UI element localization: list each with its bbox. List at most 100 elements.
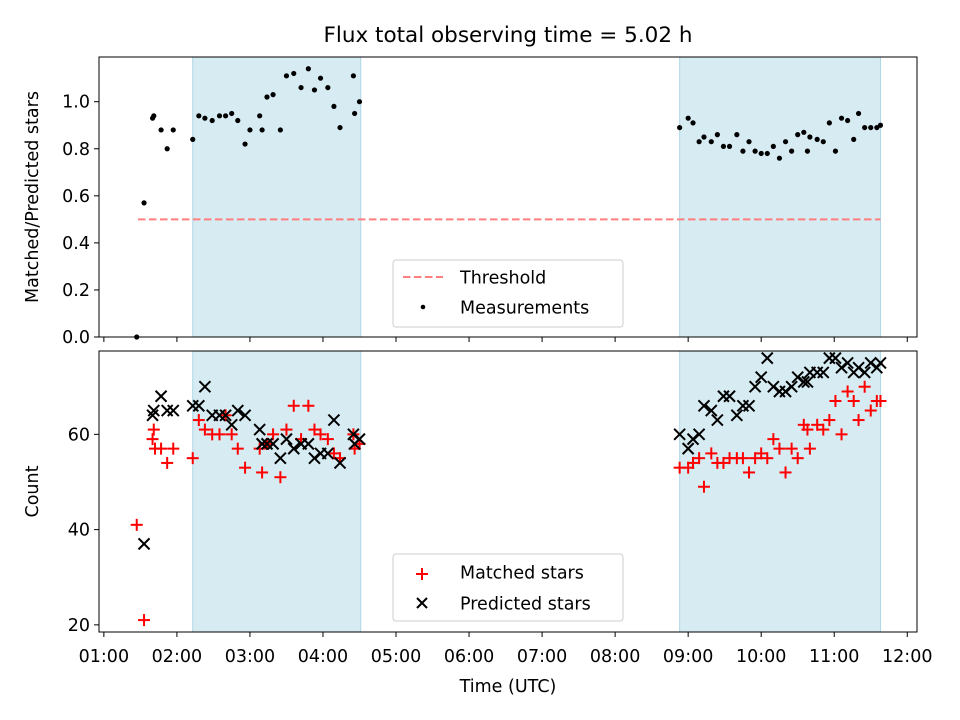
matched-star-point [161,456,174,469]
matched-star-point [147,423,160,436]
measurement-point [855,110,862,117]
matched-star-point [841,385,854,398]
measurement-point [740,148,746,154]
count-panel: 20 40 60 01:00 02:00 03:00 04:00 05:00 06:00 07:… [23,350,932,697]
measurement-point [758,150,764,157]
matched-star-point [308,423,321,436]
x-tick-label: 07:00 [517,647,567,667]
measurement-point [851,136,857,142]
y-tick-label: 0.4 [62,234,90,254]
observation-windows [192,56,881,338]
matched-star-point [864,404,877,417]
matched-star-point [267,428,280,441]
measurement-point [795,132,801,138]
x-tick-label: 06:00 [444,647,494,667]
matched-star-point [239,461,252,474]
measurement-point [868,124,874,131]
predicted-star-point [742,399,756,412]
x-tick-label: 12:00 [882,647,932,667]
predicted-star-point [255,437,269,451]
y-tick-label: 0.2 [62,281,90,301]
predicted-star-point [225,418,238,432]
ratio-y-ticks: 0.0 0.2 0.4 0.6 0.8 1.0 [62,93,99,348]
predicted-star-point [238,409,252,422]
measurement-point [356,99,363,105]
matched-star-point [785,442,798,455]
matched-star-point [767,433,780,446]
matched-star-point [755,447,768,460]
matched-star-point [852,414,865,427]
matched-star-point [858,380,871,393]
matched-star-point [736,452,749,465]
measurement-point [209,117,215,124]
predicted-star-point [817,366,830,379]
predicted-star-point [274,451,287,465]
matched-star-point [835,428,848,441]
matched-star-point [697,480,710,493]
matched-star-point [761,452,774,465]
measurement-point [814,136,820,142]
matched-star-point [829,395,842,408]
matched-star-point [213,428,226,441]
matched-star-point [253,442,266,455]
measurement-point [770,143,776,150]
measurement-point [746,139,752,145]
measurement-point [701,134,707,140]
legend-measurements-swatch [420,304,426,310]
measurement-point [708,139,714,145]
matched-star-point [773,442,786,455]
measurement-point [151,113,157,119]
y-tick-label: 0.8 [62,140,90,160]
matched-star-point [280,423,293,436]
count-y-axis-label: Count [23,465,43,517]
predicted-star-point [231,404,244,417]
measurement-point [776,155,783,161]
matched-star-point [192,414,205,427]
measurement-point [801,129,807,135]
x-axis-label: Time (UTC) [459,677,557,697]
measurement-point [720,143,727,150]
predicted-star-point [147,404,160,417]
matched-star-point [705,447,718,460]
predicted-star-point [198,380,212,393]
measurement-point [305,66,311,72]
ratio-legend: Threshold Measurements [392,259,624,328]
observation-window [679,56,881,338]
measurement-point [782,139,789,145]
predicted-star-point [705,404,718,417]
predicted-star-point [280,432,293,446]
observation-window [679,350,881,633]
measurement-point [257,113,263,119]
observation-windows [192,350,881,633]
measurement-point [270,92,276,98]
measurement-point [350,73,357,79]
count-axes-frame [98,350,918,633]
measurement-point [216,113,223,119]
matched-star-point [817,423,830,436]
matched-star-point [791,452,804,465]
legend-predicted-label: Predicted stars [460,595,591,615]
predicted-star-point [302,437,315,451]
matched-star-point [287,399,300,412]
predicted-star-point [154,390,168,403]
measurement-point [264,94,270,100]
matched-star-point [231,442,244,455]
matched-star-point [717,456,730,469]
predicted-star-point [137,537,151,551]
predicted-star-point [730,409,744,422]
measurement-point [141,200,147,206]
chart-title: Flux total observing time = 5.02 h [324,23,693,48]
matched-star-point [823,414,836,427]
predicted-star-point [253,423,266,436]
measurement-point [164,146,170,152]
measurement-point [325,84,331,91]
measurement-point [222,113,229,119]
matched-star-point [801,423,814,436]
measurement-point [804,148,811,154]
measurement-point [298,84,304,91]
measurement-point [726,143,733,150]
x-tick-label: 05:00 [371,647,421,667]
measurement-point [170,127,176,133]
measurement-point [807,134,813,140]
